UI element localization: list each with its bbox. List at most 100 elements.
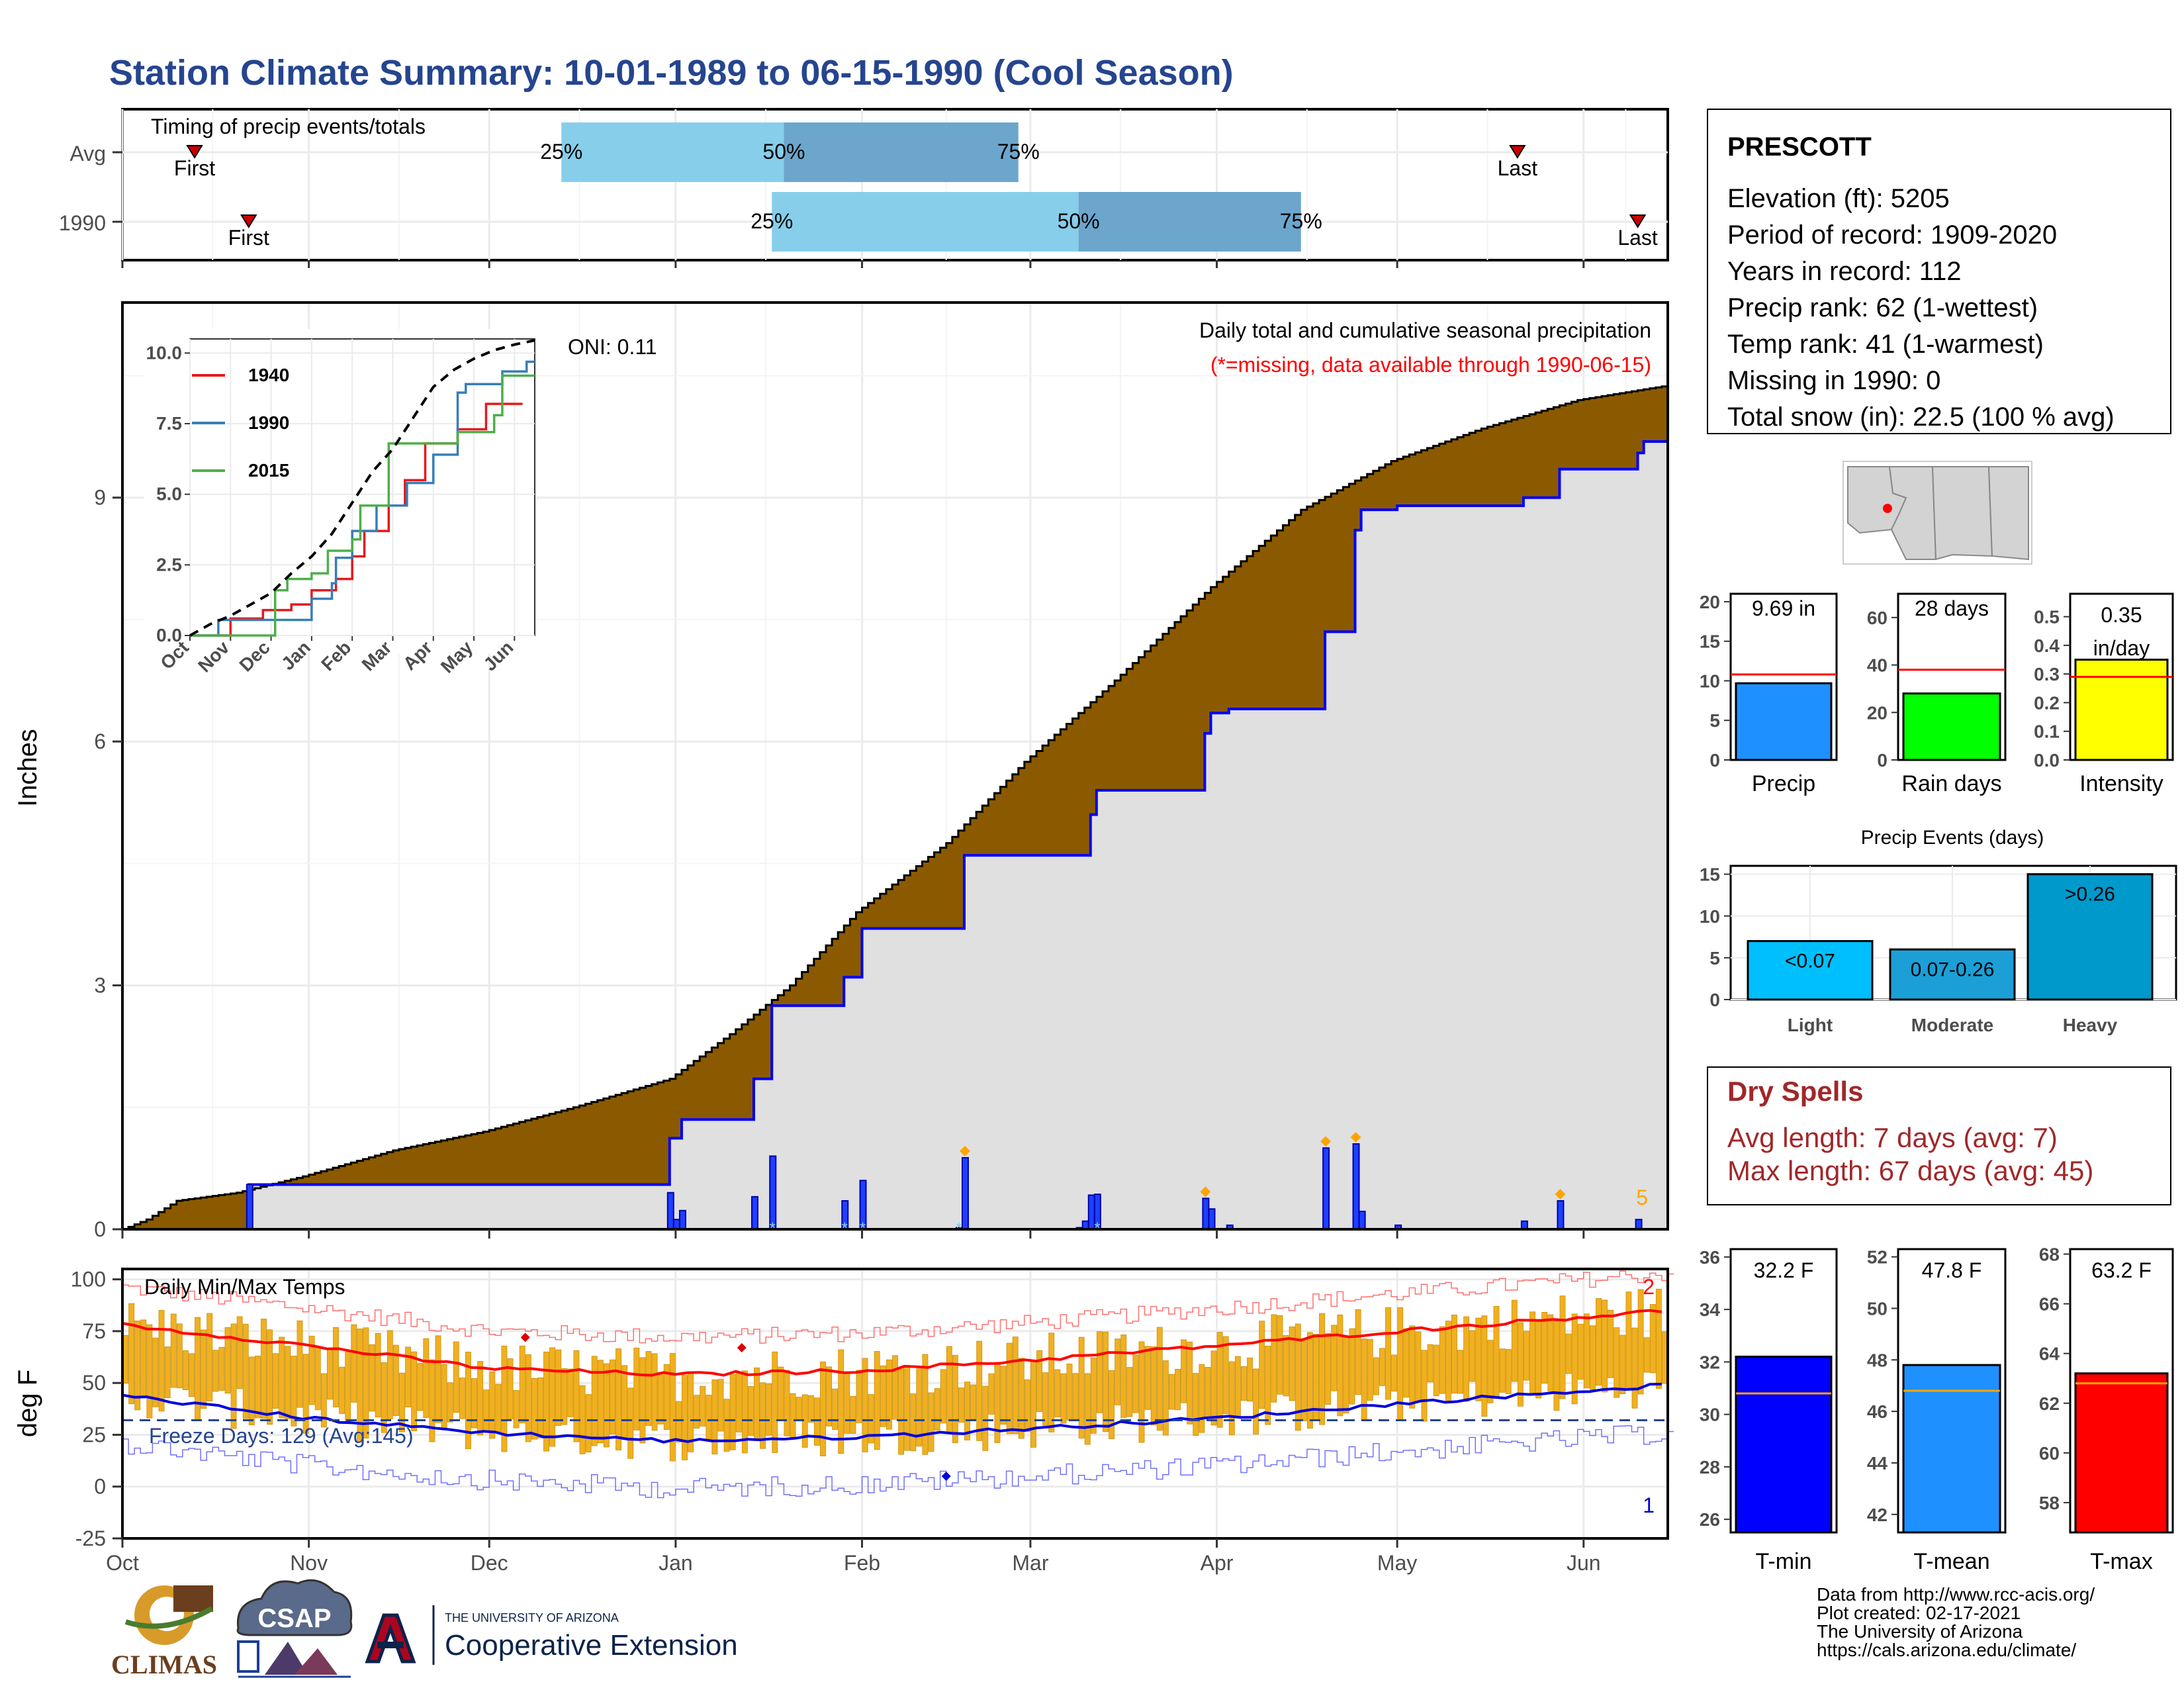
daily-temp-bar — [705, 1395, 712, 1440]
daily-temp-bar — [952, 1354, 958, 1444]
daily-temp-bar — [880, 1365, 886, 1427]
temp-summary-y-tick-label: 64 — [2039, 1344, 2060, 1364]
timing-p75-label: 75% — [997, 140, 1040, 164]
daily-temp-bar — [375, 1333, 381, 1418]
daily-temp-bar — [549, 1347, 556, 1447]
daily-temp-bar — [1175, 1369, 1181, 1411]
temp-x-tick-label: Mar — [1012, 1551, 1048, 1575]
precip-panel-title: Daily total and cumulative seasonal prec… — [1199, 318, 1651, 342]
daily-temp-bar — [778, 1366, 784, 1421]
daily-temp-bar — [201, 1329, 207, 1409]
daily-temp-bar — [242, 1323, 249, 1419]
temp-y-axis-label: deg F — [13, 1370, 42, 1437]
daily-temp-bar — [910, 1393, 917, 1452]
daily-temp-bar — [669, 1353, 676, 1462]
daily-temp-bar — [1120, 1335, 1127, 1418]
daily-temp-bar — [988, 1373, 995, 1415]
daily-temp-bar — [1210, 1350, 1217, 1426]
timing-bar-q2 — [784, 122, 1019, 182]
daily-temp-bar — [729, 1374, 736, 1450]
daily-temp-bar — [140, 1319, 147, 1399]
daily-temp-bar — [807, 1395, 814, 1423]
daily-temp-bar — [610, 1359, 615, 1434]
timing-p25-label: 25% — [751, 209, 793, 233]
daily-temp-bar — [1373, 1357, 1379, 1395]
dry-spells-avg: Avg length: 7 days (avg: 7) — [1727, 1122, 2058, 1153]
daily-temp-bar — [633, 1347, 640, 1430]
observed-cumulative-area — [122, 442, 1668, 1229]
timing-title: Timing of precip events/totals — [151, 115, 426, 138]
daily-temp-bar — [1060, 1373, 1067, 1424]
daily-temp-bar — [1084, 1373, 1091, 1445]
climas-logo-text: CLIMAS — [111, 1650, 217, 1679]
daily-temp-bar — [1415, 1331, 1422, 1403]
daily-temp-bar — [1445, 1321, 1451, 1402]
record-low-count: 1 — [1643, 1493, 1655, 1517]
daily-temp-bar — [892, 1355, 898, 1420]
daily-temp-bar — [1337, 1314, 1343, 1417]
daily-temp-bar — [477, 1361, 484, 1436]
avg-tmax-line — [122, 1309, 1662, 1377]
inset-y-tick-label: 10.0 — [146, 342, 183, 363]
daily-temp-bar — [333, 1327, 339, 1407]
daily-temp-bar — [483, 1389, 490, 1432]
daily-temp-bar — [507, 1358, 514, 1420]
summary-y-tick-label: 0 — [1877, 750, 1888, 771]
daily-temp-bar — [741, 1370, 748, 1454]
daily-temp-bar — [291, 1356, 297, 1427]
daily-temp-bar — [1439, 1326, 1445, 1394]
daily-temp-bar — [1109, 1370, 1115, 1439]
footer-line-created: Plot created: 02-17-2021 — [1817, 1603, 2021, 1623]
daily-temp-bar — [1535, 1319, 1542, 1399]
daily-temp-bar — [1355, 1309, 1361, 1395]
summary-bar-label: Intensity — [2079, 771, 2163, 796]
temp-y-tick-label: 75 — [82, 1319, 106, 1343]
daily-temp-bar — [916, 1368, 923, 1447]
daily-temp-bar — [970, 1384, 977, 1420]
daily-temp-bar — [392, 1344, 399, 1416]
events-bar-moderate — [1889, 948, 2016, 1001]
temp-y-tick-label: 0 — [94, 1475, 106, 1499]
daily-temp-bar — [1319, 1313, 1326, 1425]
daily-temp-bar — [1469, 1330, 1476, 1382]
station-line-elevation: Elevation (ft): 5205 — [1727, 184, 1950, 213]
timing-last-label: Last — [1617, 226, 1658, 250]
temp-x-tick-label: Nov — [290, 1551, 328, 1575]
daily-temp-bar — [796, 1397, 802, 1422]
daily-temp-bar — [537, 1377, 543, 1438]
daily-temp-bar — [1253, 1368, 1259, 1434]
dry-spells-box: Dry Spells Avg length: 7 days (avg: 7) M… — [1707, 1066, 2171, 1205]
daily-temp-bar — [531, 1378, 537, 1440]
record-high-line — [122, 1270, 1674, 1344]
daily-temp-bar — [423, 1338, 430, 1419]
daily-temp-bar — [904, 1366, 911, 1451]
temp-y-tick-label: -25 — [75, 1526, 106, 1550]
csap-logo-text: CSAP — [257, 1604, 331, 1633]
daily-temp-bar — [212, 1350, 219, 1392]
daily-temp-bar — [567, 1368, 574, 1417]
daily-temp-bar — [230, 1323, 237, 1429]
daily-temp-bar — [1541, 1312, 1548, 1383]
daily-temp-bar — [591, 1356, 598, 1446]
summary-y-tick-label: 0.3 — [2034, 664, 2060, 684]
daily-temp-bar — [976, 1340, 983, 1441]
temp-summary-y-tick-label: 44 — [1867, 1453, 1888, 1474]
temp-x-tick-label: Jan — [659, 1551, 693, 1575]
temp-panel-title: Daily Min/Max Temps — [144, 1275, 345, 1299]
daily-temp-bar — [1379, 1348, 1385, 1386]
daily-temp-bar — [1216, 1332, 1223, 1428]
daily-temp-bar — [663, 1364, 670, 1430]
events-bar-heavy — [2026, 873, 2154, 1001]
daily-temp-bar — [1205, 1367, 1211, 1418]
station-name: PRESCOTT — [1727, 132, 1872, 162]
daily-temp-bar — [1187, 1341, 1193, 1425]
daily-temp-bar — [320, 1373, 327, 1428]
inset-series-1990 — [190, 360, 535, 637]
daily-temp-bar — [1150, 1346, 1157, 1426]
summary-bar-charts: 0 5 10 15 20 9.69 in Precip 0 20 40 60 28 days Rain … — [1700, 592, 2174, 796]
daily-temp-bar — [928, 1392, 934, 1452]
daily-precip-bar — [1635, 1219, 1643, 1231]
daily-temp-bar — [717, 1379, 724, 1432]
daily-temp-bar — [838, 1349, 844, 1454]
daily-temp-bar — [1451, 1314, 1457, 1394]
